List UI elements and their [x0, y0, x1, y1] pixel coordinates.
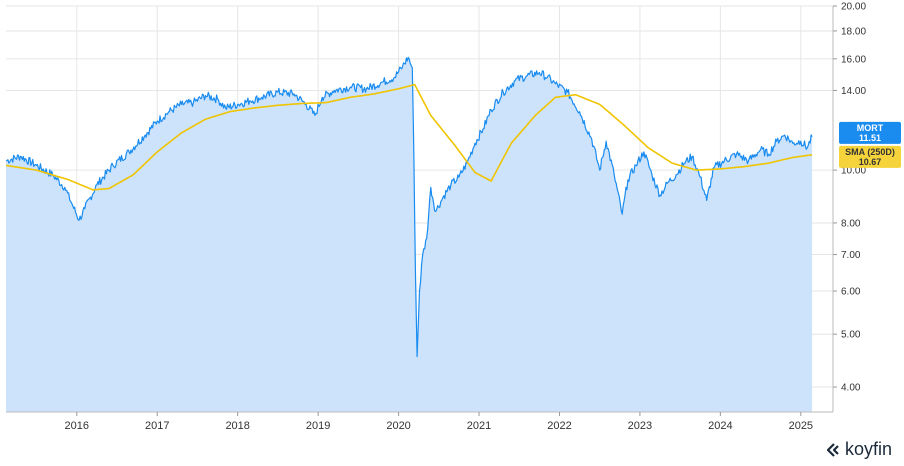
y-tick-label: 7.00 [841, 250, 861, 261]
badge-background [839, 121, 901, 144]
sma-badge: SMA (250D)10.67 [839, 145, 901, 168]
y-tick-label: 20.00 [841, 2, 866, 13]
badge-series-name: MORT [857, 123, 884, 133]
price-series-line [5, 56, 813, 358]
x-tick-label: 2025 [789, 420, 813, 432]
y-axis-ticks: 4.00 5.00 6.00 7.00 8.00 10.00 14.00 16.00 18.00… [833, 2, 866, 394]
y-tick-label: 8.00 [841, 218, 861, 229]
y-tick-label: 18.00 [841, 26, 866, 37]
y-tick-label: 6.00 [841, 287, 861, 298]
x-tick-label: 2019 [306, 420, 330, 432]
x-tick-label: 2024 [708, 420, 732, 432]
sma-series-line [5, 83, 813, 191]
y-tick-label: 14.00 [841, 86, 866, 97]
x-tick-label: 2016 [65, 420, 89, 432]
y-tick-label: 16.00 [841, 54, 866, 65]
x-tick-label: 2021 [467, 420, 491, 432]
x-axis-ticks: 2016 2017 2018 2019 2020 2021 2022 2023 2024 2025 [65, 412, 813, 432]
y-tick-label: 10.00 [841, 166, 866, 177]
koyfin-logo-icon [826, 442, 839, 457]
y-tick-label: 4.00 [841, 383, 861, 394]
x-tick-label: 2018 [225, 420, 249, 432]
badge-last-value: 10.67 [859, 157, 882, 167]
badge-last-value: 11.51 [859, 133, 881, 143]
koyfin-logo: koyfin [825, 439, 892, 460]
x-tick-label: 2020 [386, 420, 410, 432]
y-tick-label: 5.00 [841, 330, 861, 341]
x-tick-label: 2017 [145, 420, 169, 432]
badge-background [839, 145, 901, 168]
brand-name: koyfin [844, 439, 892, 459]
x-tick-label: 2023 [628, 420, 652, 432]
badge-series-name: SMA (250D) [845, 147, 895, 157]
x-tick-label: 2022 [547, 420, 571, 432]
price-area-fill [6, 57, 813, 413]
